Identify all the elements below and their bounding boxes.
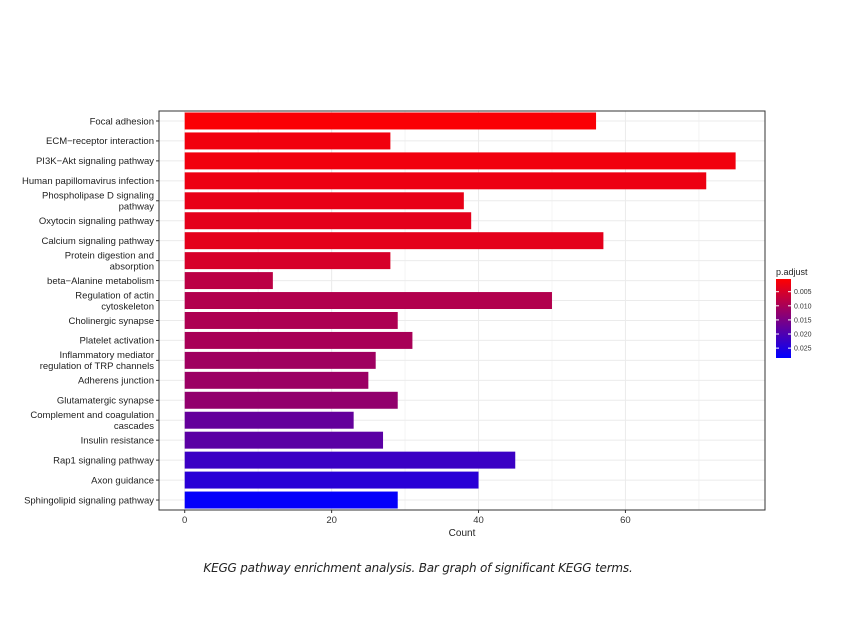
bar	[184, 491, 398, 509]
bars	[184, 112, 736, 509]
legend-ticks: 0.005 0.010 0.015 0.020 0.025	[776, 289, 812, 353]
bar	[184, 172, 707, 190]
legend-tick-label: 0.010	[794, 303, 812, 310]
bar	[184, 112, 597, 130]
legend-tick-label: 0.020	[794, 332, 812, 339]
bar	[184, 311, 398, 329]
bar	[184, 451, 516, 469]
bar	[184, 212, 472, 230]
x-tick-label: 0	[182, 515, 187, 526]
bar	[184, 431, 384, 449]
figure-caption: KEGG pathway enrichment analysis. Bar gr…	[203, 561, 633, 575]
category-label: Focal adhesion	[90, 116, 154, 127]
category-label: Protein digestion and absorption	[65, 250, 154, 272]
plot-panel-border	[158, 110, 766, 511]
category-label: Insulin resistance	[81, 435, 154, 446]
category-label: Regulation of actin cytoskeleton	[75, 290, 154, 312]
bar	[184, 391, 398, 409]
bar	[184, 471, 479, 489]
bar	[184, 371, 369, 389]
bar	[184, 152, 736, 170]
legend-tick-label: 0.005	[794, 289, 812, 296]
category-label: Phospholipase D signaling pathway	[42, 191, 154, 213]
category-label: ECM−receptor interaction	[46, 136, 154, 147]
category-label: Inflammatory mediator regulation of TRP c…	[40, 350, 155, 372]
x-axis-title: Count	[449, 528, 476, 539]
bar	[184, 331, 413, 349]
category-labels: Focal adhesion ECM−receptor interaction PI…	[22, 116, 159, 506]
bar	[184, 232, 604, 250]
category-label: Human papillomavirus infection	[22, 176, 154, 187]
category-label: PI3K−Akt signaling pathway	[36, 156, 154, 167]
legend-colorbar	[776, 279, 791, 358]
legend: p.adjust 0.005 0.010 0.015 0.020 0.025	[776, 267, 812, 358]
x-tick-label: 40	[473, 515, 484, 526]
category-label: Rap1 signaling pathway	[53, 455, 154, 466]
grid-lines	[159, 111, 765, 510]
category-label: Axon guidance	[91, 475, 154, 486]
legend-tick-label: 0.015	[794, 317, 812, 324]
category-label: beta−Alanine metabolism	[47, 276, 154, 287]
legend-title: p.adjust	[776, 267, 808, 277]
category-label: Calcium signaling pathway	[42, 236, 155, 247]
bar	[184, 272, 273, 290]
bar	[184, 292, 552, 310]
x-axis-ticks: 0 20 40 60	[182, 510, 631, 526]
bar	[184, 351, 376, 369]
category-label: Complement and coagulation cascades	[30, 410, 154, 432]
category-label: Glutamatergic synapse	[57, 396, 154, 407]
x-tick-label: 20	[326, 515, 337, 526]
x-tick-label: 60	[620, 515, 631, 526]
category-label: Cholinergic synapse	[68, 316, 154, 327]
legend-tick-label: 0.025	[794, 346, 812, 353]
category-label: Adherens junction	[78, 376, 154, 387]
bar	[184, 132, 391, 150]
category-label: Platelet activation	[80, 336, 154, 347]
bar	[184, 252, 391, 270]
category-label: Oxytocin signaling pathway	[39, 216, 154, 227]
bar	[184, 192, 464, 210]
bar	[184, 411, 354, 429]
category-label: Sphingolipid signaling pathway	[24, 495, 154, 506]
